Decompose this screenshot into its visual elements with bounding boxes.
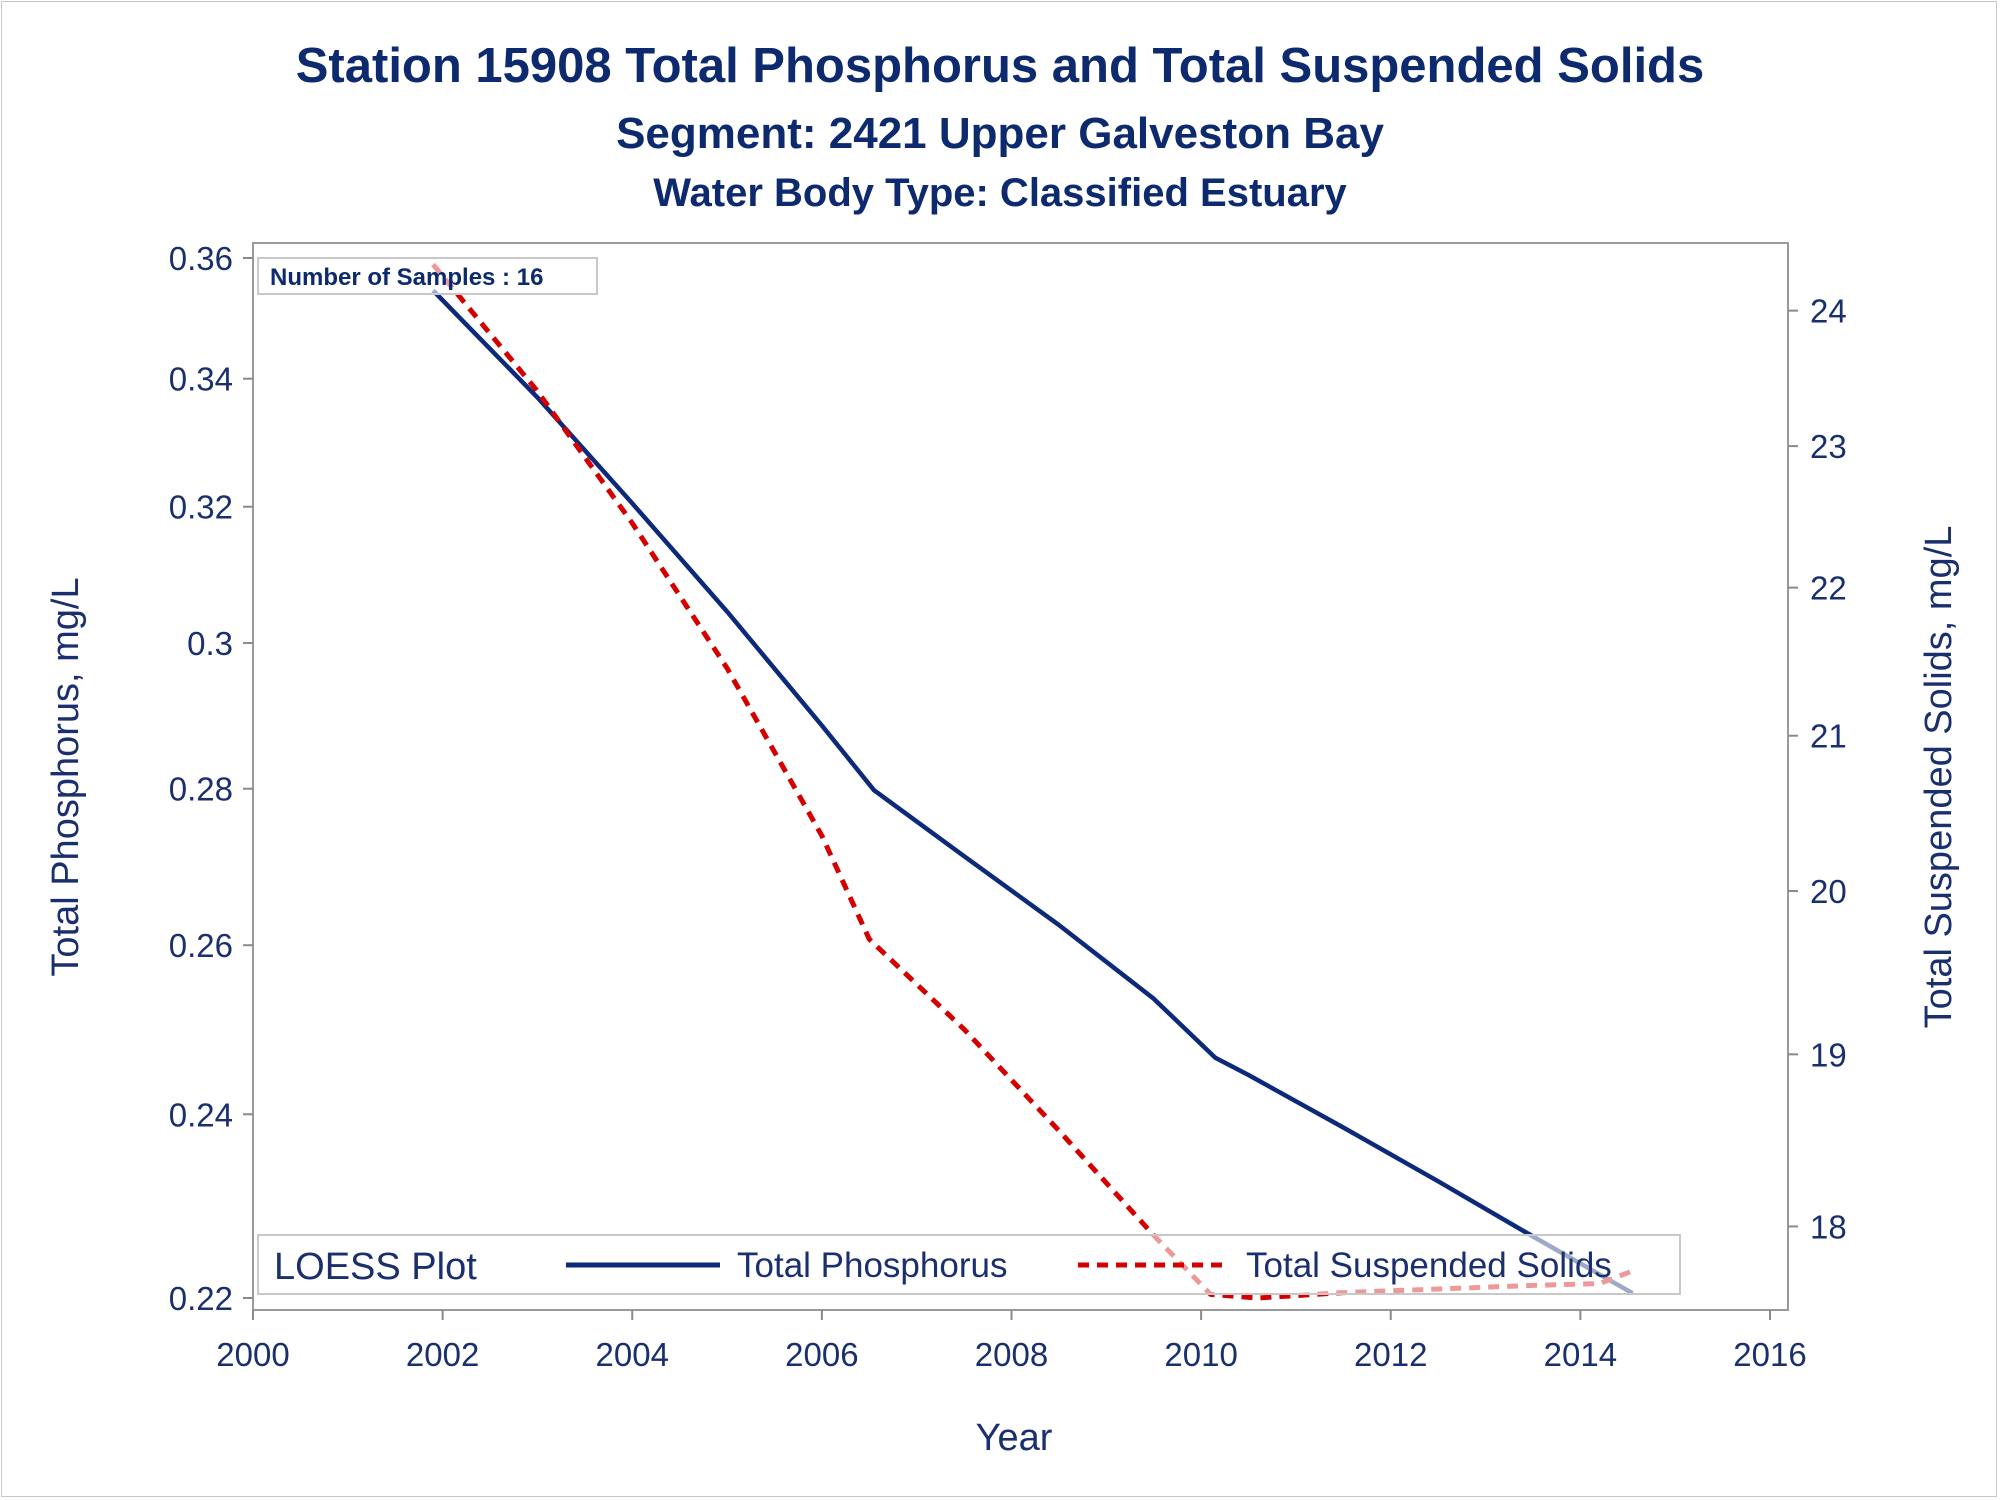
- y2-tick-label-6: 24: [1810, 293, 1847, 330]
- x-tick-label-2: 2004: [596, 1336, 669, 1373]
- legend-label-total-suspended-solids: Total Suspended Solids: [1246, 1246, 1612, 1285]
- x-axis: 2000 2002 2004 2006 2008 2010 2012 2014 2016: [216, 1310, 1807, 1373]
- y-axis-left: 0.22 0.24 0.26 0.28 0.3 0.32 0.34 0.36: [169, 240, 253, 1317]
- y2-tick-label-5: 23: [1810, 428, 1847, 465]
- y-tick-label-6: 0.34: [169, 361, 233, 398]
- x-tick-label-0: 2000: [216, 1336, 289, 1373]
- y2-tick-label-0: 18: [1810, 1208, 1847, 1245]
- x-tick-label-1: 2002: [406, 1336, 479, 1373]
- chart-title: Station 15908 Total Phosphorus and Total…: [296, 39, 1705, 93]
- legend-frame: [257, 1234, 1681, 1295]
- y2-tick-label-3: 21: [1810, 718, 1847, 755]
- plot-area: [252, 242, 1789, 1311]
- chart-subtitle-2: Water Body Type: Classified Estuary: [653, 171, 1347, 215]
- x-tick-label-8: 2016: [1733, 1336, 1806, 1373]
- y-axis-label-left: Total Phosphorus, mg/L: [45, 577, 87, 976]
- y2-tick-label-4: 22: [1810, 570, 1847, 607]
- y-tick-label-7: 0.36: [169, 240, 233, 277]
- sample-count-box: Number of Samples : 16: [257, 257, 598, 295]
- x-tick-label-7: 2014: [1544, 1336, 1617, 1373]
- y2-tick-label-1: 19: [1810, 1036, 1847, 1073]
- y-tick-label-2: 0.26: [169, 927, 233, 964]
- y-axis-right: 18 19 20 21 22 23 24: [1788, 293, 1847, 1245]
- legend-title: LOESS Plot: [274, 1246, 477, 1288]
- legend-label-total-phosphorus: Total Phosphorus: [737, 1246, 1007, 1285]
- series-layer: [431, 262, 1634, 1301]
- x-axis-label: Year: [976, 1417, 1053, 1459]
- series-line-total-phosphorus: [431, 288, 1634, 1296]
- y-tick-label-1: 0.24: [169, 1096, 233, 1133]
- y-tick-label-5: 0.32: [169, 489, 233, 526]
- y-tick-label-3: 0.28: [169, 771, 233, 808]
- y-tick-label-0: 0.22: [169, 1280, 233, 1317]
- x-tick-label-6: 2012: [1354, 1336, 1427, 1373]
- chart-subtitle: Segment: 2421 Upper Galveston Bay: [616, 109, 1384, 158]
- legend: LOESS Plot Total Phosphorus Total Suspen…: [257, 1234, 1681, 1295]
- x-tick-label-5: 2010: [1164, 1336, 1237, 1373]
- y-tick-label-4: 0.3: [187, 625, 233, 662]
- series-line-total-suspended-solids: [431, 262, 1634, 1301]
- x-tick-label-4: 2008: [975, 1336, 1048, 1373]
- y-axis-label-right: Total Suspended Solids, mg/L: [1918, 526, 1960, 1029]
- x-tick-label-3: 2006: [785, 1336, 858, 1373]
- sample-count-text: Number of Samples : 16: [270, 264, 543, 291]
- y2-tick-label-2: 20: [1810, 873, 1847, 910]
- sample-count-frame: [257, 257, 598, 295]
